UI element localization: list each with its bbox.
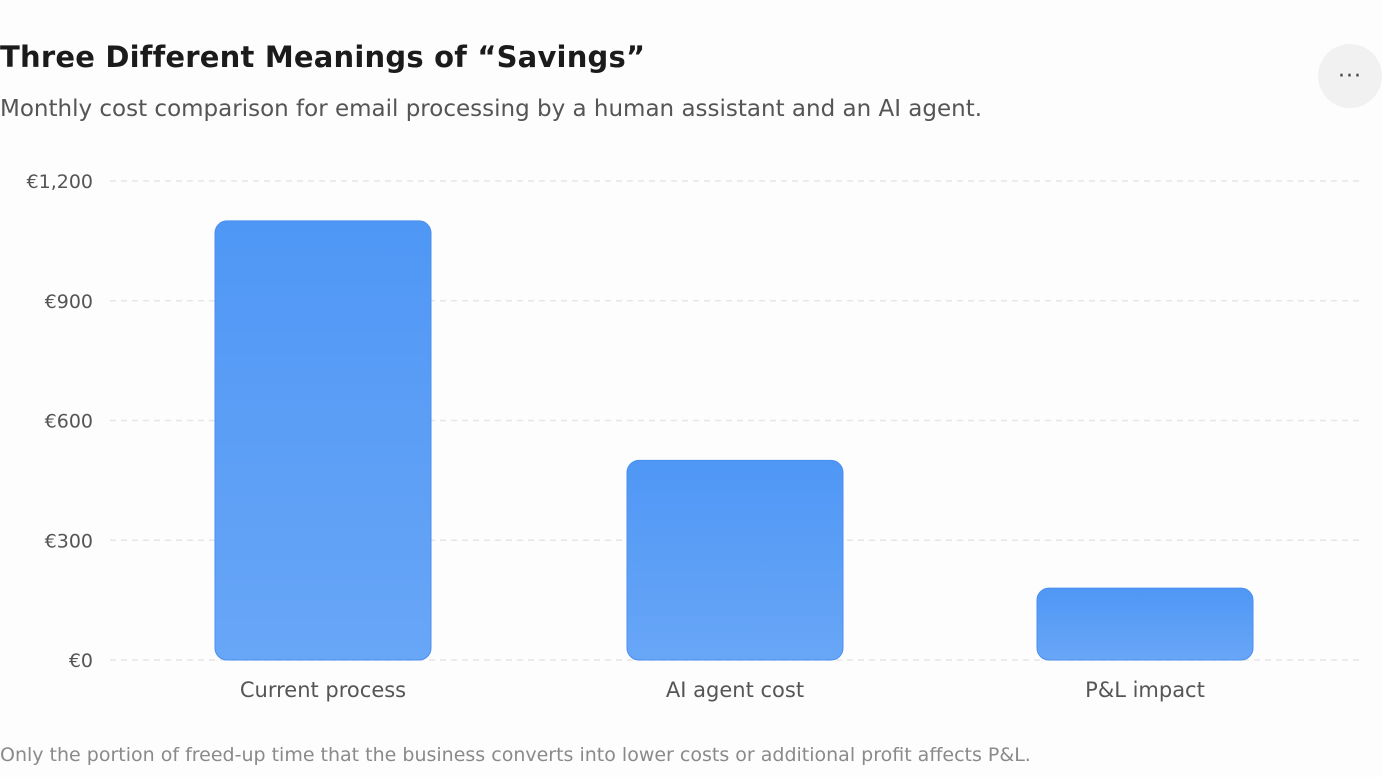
bars xyxy=(214,220,1254,661)
bar-p-l-impact[interactable] xyxy=(1036,587,1254,661)
more-options-button[interactable]: ··· xyxy=(1318,44,1382,108)
bar-chart: €0 €300 €600 €900 €1,200 Current process AI a… xyxy=(27,171,1360,702)
y-tick-label: €300 xyxy=(45,530,93,552)
chart-subtitle: Monthly cost comparison for email proces… xyxy=(0,96,983,122)
y-tick-label: €600 xyxy=(45,411,93,433)
bar-current-process[interactable] xyxy=(214,220,432,661)
x-tick-label: Current process xyxy=(240,678,406,702)
bar-ai-agent-cost[interactable] xyxy=(626,459,844,661)
y-tick-label: €1,200 xyxy=(27,171,93,193)
ellipsis-icon: ··· xyxy=(1338,63,1362,89)
x-axis-labels: Current process AI agent cost P&L impact xyxy=(240,678,1205,702)
chart-title: Three Different Meanings of “Savings” xyxy=(0,40,646,74)
y-tick-label: €900 xyxy=(45,291,93,313)
y-tick-label: €0 xyxy=(69,650,93,672)
y-axis-ticks: €0 €300 €600 €900 €1,200 xyxy=(27,171,93,672)
x-tick-label: AI agent cost xyxy=(666,678,804,702)
x-tick-label: P&L impact xyxy=(1085,678,1205,702)
footnote: Only the portion of freed-up time that t… xyxy=(0,744,1031,766)
